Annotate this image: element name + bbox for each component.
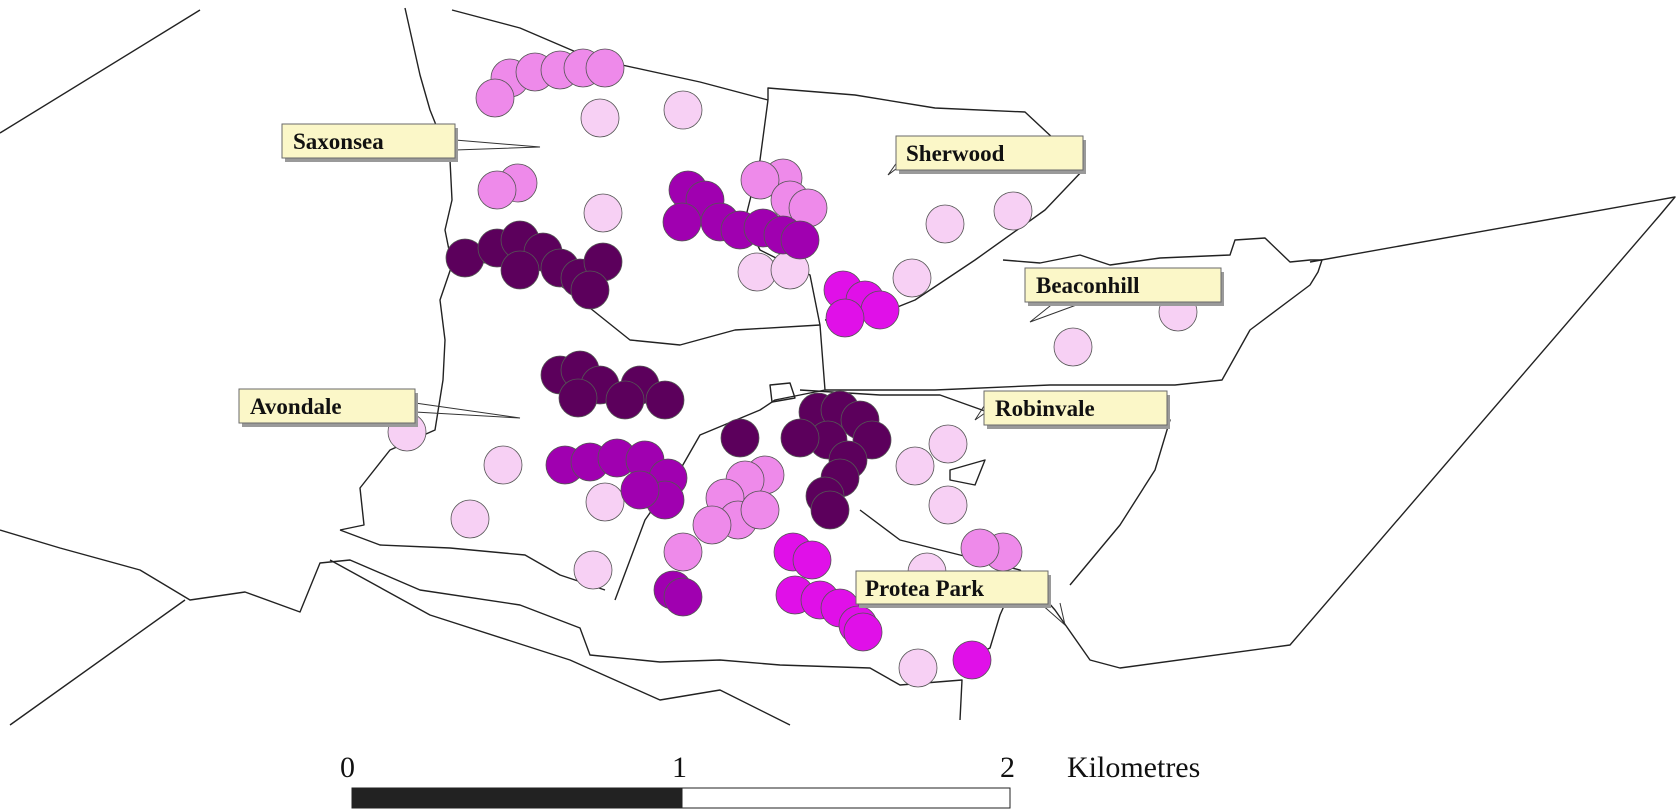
- boundary-avondale-south: [339, 529, 606, 591]
- scale-unit: Kilometres: [1067, 751, 1200, 784]
- boundary-south-spur: [329, 559, 791, 726]
- hotspot-class-4: [620, 470, 660, 510]
- scale-bar: 0 1 2 Kilometres: [340, 751, 1200, 809]
- hotspot-class-3: [843, 612, 883, 652]
- boundary-robinvale-notch: [769, 382, 796, 403]
- hotspot-class-1: [892, 258, 932, 298]
- boundary-robinvale-pocket: [949, 459, 986, 486]
- hotspot-class-5: [810, 490, 850, 530]
- boundary-outer-northwest: [0, 9, 201, 134]
- callout-avondale: Avondale: [238, 388, 521, 427]
- hotspot-class-1: [925, 204, 965, 244]
- hotspot-class-5: [558, 378, 598, 418]
- scale-tick-0: 0: [340, 751, 355, 784]
- boundary-protea-park: [859, 509, 1021, 661]
- hotspot-class-1: [580, 98, 620, 138]
- callout-protea-park: Protea Park: [855, 570, 1066, 627]
- hotspot-class-1: [483, 445, 523, 485]
- callout-box: [1024, 267, 1222, 303]
- boundary-avondale-west: [339, 264, 453, 531]
- hotspot-class-1: [928, 424, 968, 464]
- hotspot-class-3: [860, 290, 900, 330]
- suburb-label-avondale: Avondale: [250, 394, 342, 419]
- hotspot-class-1: [737, 252, 777, 292]
- boundary-south: [0, 529, 963, 721]
- scale-tick-2: 2: [1000, 751, 1015, 784]
- hotspot-class-5: [500, 250, 540, 290]
- hotspot-class-1: [895, 446, 935, 486]
- boundary-southwest: [9, 599, 186, 726]
- callout-leader: [414, 402, 521, 419]
- scale-bar-empty: [681, 787, 1011, 809]
- hotspot-class-1: [583, 193, 623, 233]
- scale-tick-1: 1: [672, 751, 687, 784]
- hotspot-class-1: [1053, 327, 1093, 367]
- callout-sherwood: Sherwood: [887, 135, 1086, 176]
- boundary-outer-east: [1019, 196, 1676, 669]
- hotspot-class-1: [898, 648, 938, 688]
- hotspot-class-2: [663, 532, 703, 572]
- hotspot-class-1: [663, 90, 703, 130]
- boundary-robinvale-west: [614, 389, 826, 601]
- hotspot-class-1: [450, 499, 490, 539]
- boundary-sherwood-west: [744, 99, 826, 391]
- hotspot-class-2: [740, 490, 780, 530]
- callout-leader: [454, 139, 541, 151]
- hotspot-class-1: [573, 550, 613, 590]
- hotspot-class-2: [960, 528, 1000, 568]
- callout-box: [855, 570, 1049, 605]
- hotspot-class-2: [585, 48, 625, 88]
- hotspot-class-4: [663, 577, 703, 617]
- hotspot-class-4: [780, 220, 820, 260]
- hotspot-class-1: [928, 485, 968, 525]
- boundary-beaconhill: [825, 237, 1323, 391]
- callout-box: [238, 388, 416, 424]
- callout-box: [281, 123, 456, 159]
- callout-beaconhill: Beaconhill: [1024, 267, 1224, 323]
- suburb-label-sherwood: Sherwood: [906, 141, 1005, 166]
- hotspot-class-5: [645, 380, 685, 420]
- hotspot-class-2: [692, 505, 732, 545]
- callout-box: [983, 390, 1168, 426]
- hotspot-class-1: [993, 191, 1033, 231]
- hotspot-class-3: [825, 298, 865, 338]
- hotspot-class-5: [780, 418, 820, 458]
- callout-saxonsea: Saxonsea: [281, 123, 541, 162]
- hotspot-class-2: [477, 170, 517, 210]
- hotspot-class-3: [792, 540, 832, 580]
- suburb-label-beaconhill: Beaconhill: [1036, 273, 1140, 298]
- callout-leader: [1039, 602, 1066, 627]
- suburb-label-robinvale: Robinvale: [995, 396, 1095, 421]
- hotspot-class-2: [740, 160, 780, 200]
- suburb-label-protea-park: Protea Park: [865, 576, 984, 601]
- hotspot-class-5: [720, 418, 760, 458]
- hotspot-class-5: [605, 380, 645, 420]
- hotspot-class-4: [662, 202, 702, 242]
- hotspot-class-2: [475, 78, 515, 118]
- callout-box: [895, 135, 1084, 171]
- hotspot-class-3: [952, 640, 992, 680]
- suburb-label-saxonsea: Saxonsea: [293, 129, 384, 154]
- hotspot-class-1: [585, 482, 625, 522]
- scale-bar-filled: [351, 787, 683, 809]
- callout-robinvale: Robinvale: [974, 390, 1170, 429]
- hotspot-class-5: [570, 270, 610, 310]
